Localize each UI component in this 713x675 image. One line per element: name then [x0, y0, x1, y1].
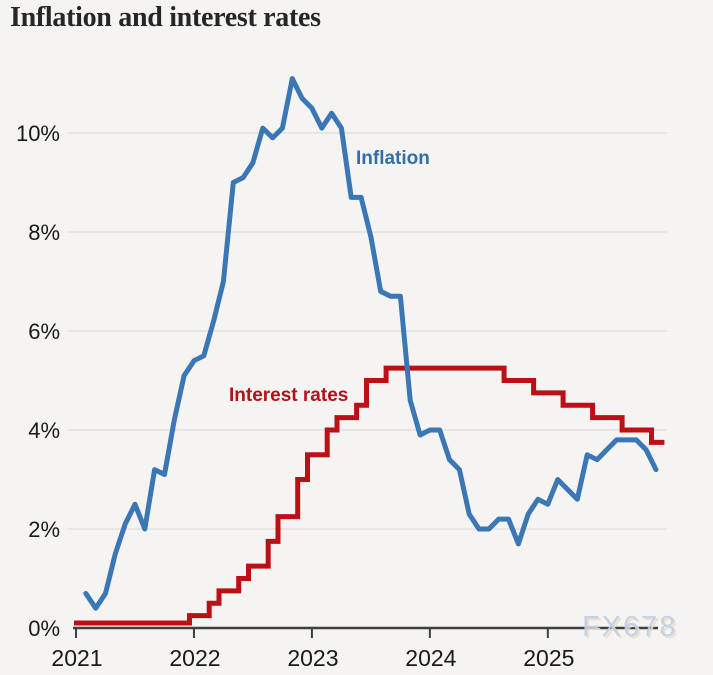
- x-tick-label: 2021: [51, 645, 102, 671]
- x-tick-label: 2022: [169, 645, 220, 671]
- interest-rates-label: Interest rates: [229, 385, 348, 406]
- inflation-label: Inflation: [356, 148, 430, 169]
- x-tick-label: 2025: [523, 645, 574, 671]
- y-tick-label: 0%: [28, 616, 60, 641]
- y-tick-label: 2%: [28, 517, 60, 542]
- inflation-line: [83, 76, 659, 611]
- x-tick-label: 2023: [287, 645, 338, 671]
- y-tick-label: 10%: [16, 121, 60, 146]
- y-tick-label: 6%: [28, 319, 60, 344]
- y-tick-label: 4%: [28, 418, 60, 443]
- watermark: FX678: [582, 611, 678, 643]
- chart-title: Inflation and interest rates: [10, 2, 321, 33]
- y-tick-label: 8%: [28, 220, 60, 245]
- x-tick-label: 2024: [405, 645, 456, 671]
- interest-rates-line: [74, 365, 665, 626]
